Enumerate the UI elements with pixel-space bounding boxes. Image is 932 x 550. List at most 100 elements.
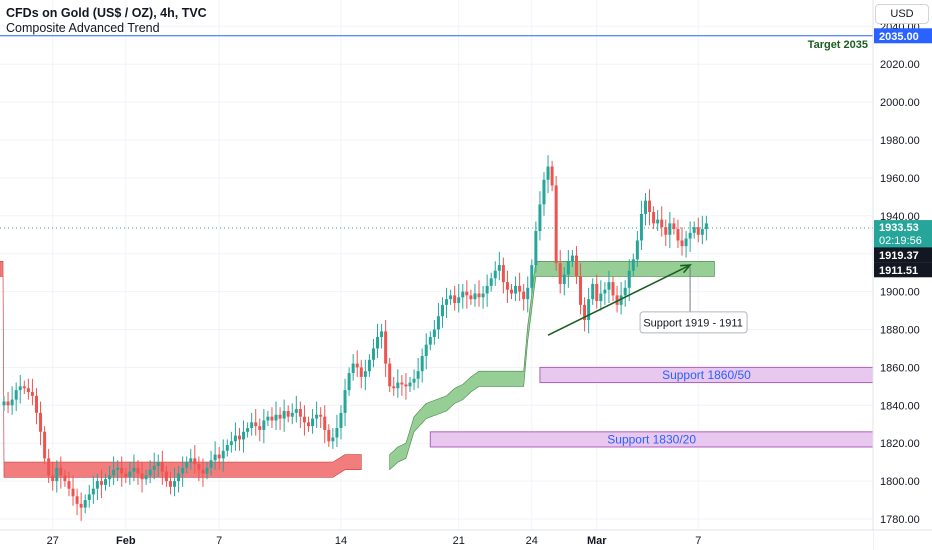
candle-body[interactable] bbox=[10, 399, 14, 406]
candle-body[interactable] bbox=[274, 414, 278, 421]
symbol-title[interactable]: CFDs on Gold (US$ / OZ), 4h, TVC bbox=[6, 6, 207, 20]
candle-body[interactable] bbox=[43, 431, 47, 459]
candle-body[interactable] bbox=[307, 422, 310, 427]
candle-body[interactable] bbox=[22, 386, 26, 389]
candle-body[interactable] bbox=[173, 481, 177, 487]
candle-body[interactable] bbox=[461, 291, 465, 298]
candle-body[interactable] bbox=[225, 445, 229, 451]
candle-body[interactable] bbox=[696, 227, 700, 235]
candle-body[interactable] bbox=[587, 299, 591, 321]
candle-body[interactable] bbox=[213, 454, 217, 461]
candle-body[interactable] bbox=[282, 410, 286, 419]
candle-body[interactable] bbox=[404, 384, 408, 387]
candle-body[interactable] bbox=[343, 390, 347, 413]
candle-body[interactable] bbox=[156, 462, 160, 466]
candle-body[interactable] bbox=[497, 265, 501, 271]
candle-body[interactable] bbox=[619, 295, 623, 305]
candle-body[interactable] bbox=[542, 179, 546, 205]
candle-body[interactable] bbox=[432, 329, 436, 338]
candle-body[interactable] bbox=[566, 261, 570, 275]
candle-body[interactable] bbox=[311, 418, 315, 427]
candle-body[interactable] bbox=[286, 410, 290, 417]
candle-body[interactable] bbox=[400, 382, 404, 385]
candle-body[interactable] bbox=[546, 166, 550, 180]
candle-body[interactable] bbox=[676, 229, 680, 241]
candle-body[interactable] bbox=[229, 441, 233, 446]
candle-body[interactable] bbox=[104, 479, 107, 485]
candle-body[interactable] bbox=[363, 371, 367, 377]
candle-body[interactable] bbox=[351, 363, 355, 374]
candle-body[interactable] bbox=[627, 270, 631, 288]
candle-body[interactable] bbox=[526, 287, 530, 300]
candle-body[interactable] bbox=[648, 200, 652, 213]
candle-body[interactable] bbox=[302, 416, 306, 423]
candle-body[interactable] bbox=[558, 263, 562, 285]
candle-body[interactable] bbox=[233, 435, 237, 442]
candle-body[interactable] bbox=[266, 416, 270, 421]
candle-body[interactable] bbox=[595, 284, 599, 302]
candle-body[interactable] bbox=[396, 382, 400, 389]
candle-body[interactable] bbox=[445, 299, 449, 305]
candle-body[interactable] bbox=[562, 274, 566, 285]
candle-body[interactable] bbox=[55, 467, 59, 482]
candle-body[interactable] bbox=[112, 469, 116, 476]
candle-body[interactable] bbox=[493, 270, 497, 279]
candle-body[interactable] bbox=[124, 473, 128, 478]
candle-body[interactable] bbox=[18, 386, 22, 391]
candle-body[interactable] bbox=[623, 287, 627, 296]
candle-body[interactable] bbox=[319, 414, 323, 417]
candle-body[interactable] bbox=[140, 473, 144, 480]
candle-body[interactable] bbox=[185, 462, 189, 468]
candle-body[interactable] bbox=[684, 238, 688, 247]
candle-body[interactable] bbox=[323, 416, 327, 430]
candle-body[interactable] bbox=[392, 386, 396, 389]
candle-body[interactable] bbox=[652, 212, 656, 224]
candle-body[interactable] bbox=[14, 390, 18, 400]
candle-body[interactable] bbox=[63, 475, 67, 482]
candle-body[interactable] bbox=[579, 276, 583, 305]
candle-body[interactable] bbox=[132, 467, 136, 472]
indicator-title[interactable]: Composite Advanced Trend bbox=[6, 21, 160, 35]
candle-body[interactable] bbox=[465, 291, 469, 296]
candle-body[interactable] bbox=[331, 437, 335, 442]
candle-body[interactable] bbox=[477, 293, 481, 298]
candle-body[interactable] bbox=[201, 469, 205, 474]
candle-body[interactable] bbox=[554, 185, 558, 264]
candle-body[interactable] bbox=[51, 475, 55, 482]
candle-body[interactable] bbox=[59, 467, 63, 476]
candle-body[interactable] bbox=[26, 388, 30, 393]
candle-body[interactable] bbox=[469, 295, 473, 300]
trend-arrow-line[interactable] bbox=[547, 264, 691, 336]
currency-button[interactable]: USD bbox=[875, 4, 929, 24]
time-axis[interactable] bbox=[0, 530, 873, 550]
candle-body[interactable] bbox=[570, 255, 574, 262]
candle-body[interactable] bbox=[371, 348, 375, 360]
candle-body[interactable] bbox=[420, 356, 424, 372]
candle-body[interactable] bbox=[660, 219, 664, 228]
candle-body[interactable] bbox=[152, 465, 156, 470]
callout-box[interactable] bbox=[639, 311, 748, 334]
candle-body[interactable] bbox=[108, 475, 112, 480]
candle-body[interactable] bbox=[6, 401, 10, 406]
candle-body[interactable] bbox=[197, 464, 201, 470]
candle-body[interactable] bbox=[485, 285, 489, 294]
candle-body[interactable] bbox=[168, 481, 172, 487]
candle-body[interactable] bbox=[440, 304, 444, 317]
candle-body[interactable] bbox=[209, 460, 213, 468]
candle-body[interactable] bbox=[505, 282, 509, 290]
candle-body[interactable] bbox=[550, 166, 554, 186]
candle-body[interactable] bbox=[250, 422, 254, 429]
candle-body[interactable] bbox=[83, 500, 87, 508]
candle-body[interactable] bbox=[237, 435, 241, 440]
candle-body[interactable] bbox=[428, 337, 432, 345]
candle-body[interactable] bbox=[424, 344, 428, 357]
candle-body[interactable] bbox=[315, 414, 319, 419]
candle-body[interactable] bbox=[71, 488, 75, 497]
candle-body[interactable] bbox=[611, 282, 615, 296]
candle-body[interactable] bbox=[116, 467, 120, 470]
candle-body[interactable] bbox=[631, 259, 635, 271]
candle-body[interactable] bbox=[384, 331, 388, 364]
candle-body[interactable] bbox=[181, 467, 185, 474]
candle-body[interactable] bbox=[47, 458, 51, 476]
candle-body[interactable] bbox=[574, 255, 578, 277]
